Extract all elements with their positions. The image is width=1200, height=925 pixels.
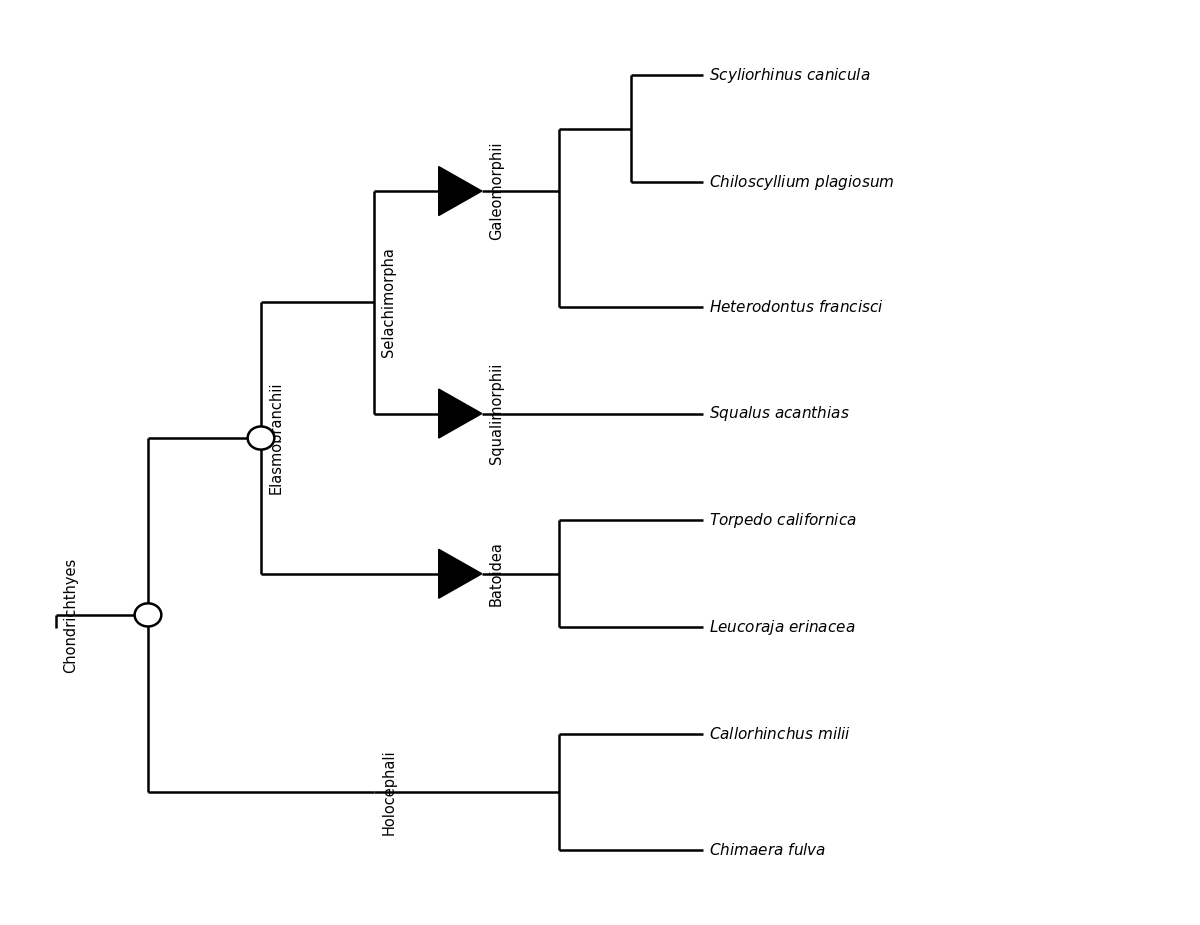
Text: $\it{Leucoraja\ erinacea}$: $\it{Leucoraja\ erinacea}$ bbox=[709, 618, 856, 636]
Text: Chondrichthyes: Chondrichthyes bbox=[62, 557, 78, 672]
Circle shape bbox=[134, 603, 161, 626]
Text: Galeomorphii: Galeomorphii bbox=[490, 142, 504, 240]
Text: $\it{Heterodontus\ francisci}$: $\it{Heterodontus\ francisci}$ bbox=[709, 299, 883, 315]
Polygon shape bbox=[439, 389, 482, 438]
Text: $\it{Chiloscyllium\ plagiosum}$: $\it{Chiloscyllium\ plagiosum}$ bbox=[709, 173, 894, 191]
Text: Batoidea: Batoidea bbox=[490, 541, 504, 606]
Polygon shape bbox=[439, 549, 482, 598]
Text: Holocephali: Holocephali bbox=[382, 749, 396, 834]
Text: Selachimorpha: Selachimorpha bbox=[382, 247, 396, 357]
Text: Elasmobranchii: Elasmobranchii bbox=[268, 382, 283, 494]
Text: Squalimorphii: Squalimorphii bbox=[490, 363, 504, 464]
Text: $\it{Callorhinchus\ milii}$: $\it{Callorhinchus\ milii}$ bbox=[709, 726, 851, 742]
Text: $\it{Squalus\ acanthias}$: $\it{Squalus\ acanthias}$ bbox=[709, 404, 850, 423]
Circle shape bbox=[247, 426, 275, 450]
Text: $\it{Chimaera\ fulva}$: $\it{Chimaera\ fulva}$ bbox=[709, 842, 827, 857]
Text: $\it{Torpedo\ californica}$: $\it{Torpedo\ californica}$ bbox=[709, 511, 857, 530]
Text: $\it{Scyliorhinus\ canicula}$: $\it{Scyliorhinus\ canicula}$ bbox=[709, 66, 870, 85]
Polygon shape bbox=[439, 166, 482, 216]
